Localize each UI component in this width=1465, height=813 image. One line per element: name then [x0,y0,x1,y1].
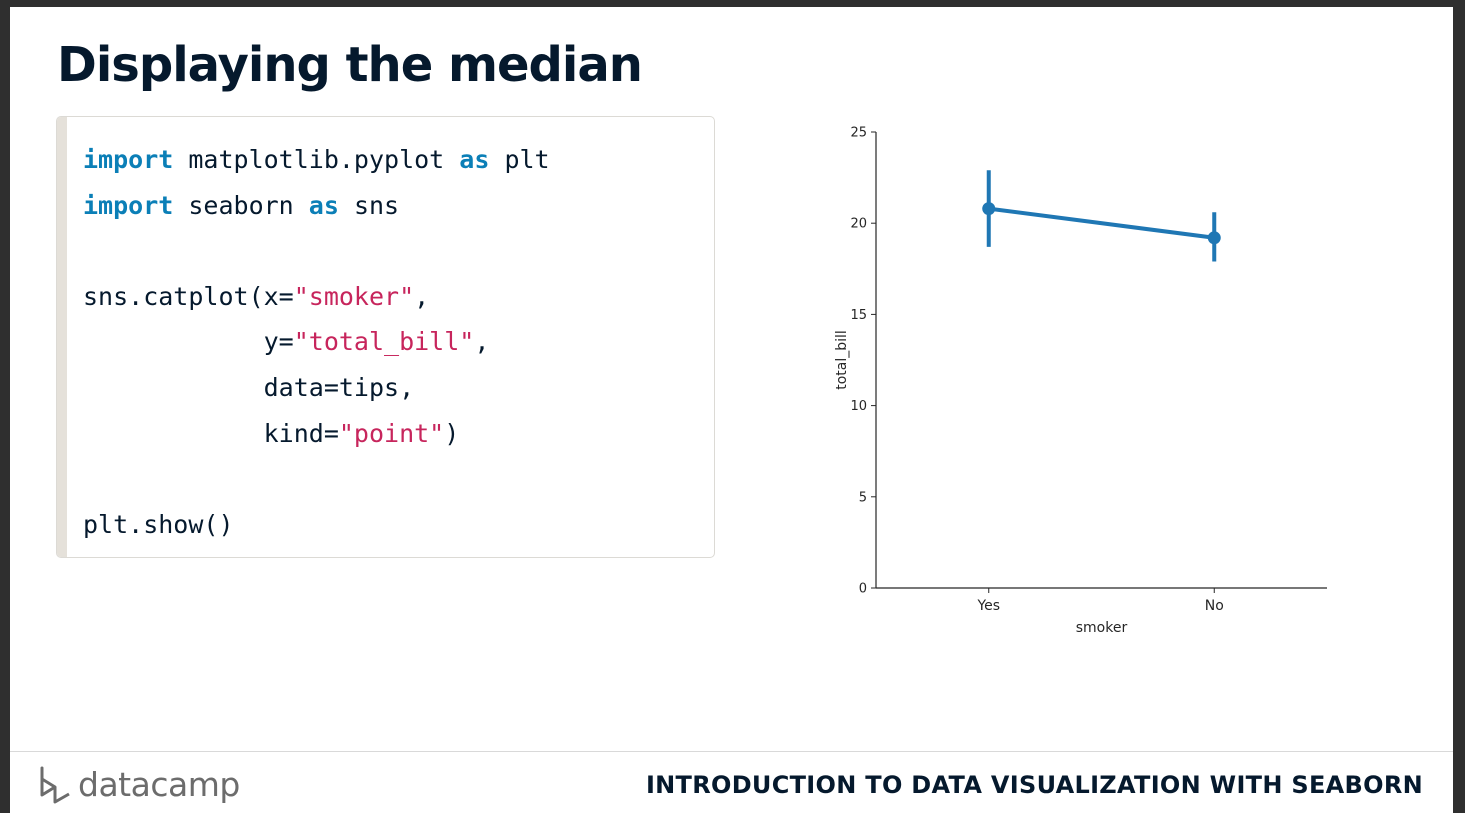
code-token: sns.catplot(x= [83,281,294,311]
code-content: import matplotlib.pyplot as plt import se… [83,137,550,547]
code-line: import seaborn as sns [83,183,550,229]
code-line: data=tips, [83,365,550,411]
code-token: plt [489,145,550,174]
code-block: import matplotlib.pyplot as plt import se… [56,116,715,558]
datacamp-logo-icon [40,766,70,803]
code-token: plt.show() [83,509,234,539]
code-string: "smoker" [293,281,415,311]
code-line: plt.show() [83,502,550,548]
datacamp-logo: datacamp [38,762,240,807]
datacamp-logo-text: datacamp [78,765,240,804]
point-plot: 0 5 10 15 20 25 Yes No smoker total_bill [834,126,1327,636]
code-block-accent-bar [57,117,67,557]
x-axis-label: smoker [1076,620,1128,636]
code-token: , [414,281,430,311]
y-tick-label: 15 [850,308,867,323]
code-token: seaborn [173,190,309,220]
data-point [982,202,996,216]
slide: Displaying the median import matplotlib.… [10,7,1453,813]
code-keyword: import [83,190,174,220]
y-tick-label: 10 [850,399,867,414]
x-tick-label: Yes [976,598,1000,614]
code-token: ) [444,418,460,448]
code-string: "point" [338,418,445,448]
footer-divider [10,751,1453,752]
x-tick-label: No [1205,598,1224,614]
y-tick-label: 0 [859,582,867,597]
code-keyword: as [459,145,490,174]
code-keyword: import [83,145,174,174]
code-token: y= [83,327,294,357]
data-point [1207,231,1221,245]
code-string: "total_bill" [293,327,475,357]
course-title: INTRODUCTION TO DATA VISUALIZATION WITH … [645,771,1423,799]
y-tick-label: 5 [859,490,867,505]
code-line: kind="point") [83,411,550,457]
code-line [83,228,550,274]
code-keyword: as [308,190,339,220]
code-token: , [474,327,490,357]
code-token: matplotlib.pyplot [173,145,460,174]
code-line: y="total_bill", [83,319,550,365]
y-tick-label: 20 [850,217,867,232]
code-token: sns [338,190,400,220]
code-line: import matplotlib.pyplot as plt [83,137,550,183]
series-line [988,206,1215,240]
slide-title: Displaying the median [57,37,643,93]
code-line [83,456,550,502]
code-token: kind= [83,418,339,448]
y-axis-label: total_bill [834,330,850,390]
y-tick-label: 25 [850,126,867,141]
code-line: sns.catplot(x="smoker", [83,274,550,320]
code-token: data=tips, [83,372,415,402]
